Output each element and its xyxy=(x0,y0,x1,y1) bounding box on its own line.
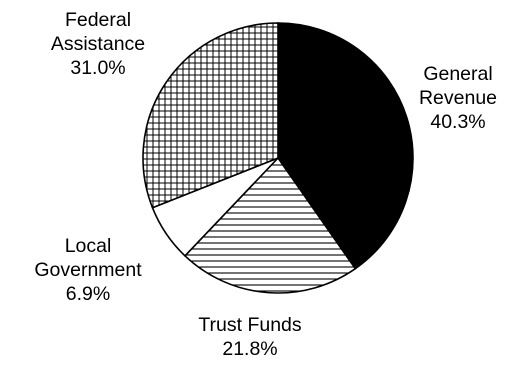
slice-general-revenue xyxy=(277,22,414,270)
slice-category-label: Trust Funds xyxy=(198,314,302,336)
slice-value-label: 6.9% xyxy=(66,283,110,305)
slice-category-label: Local xyxy=(65,235,112,257)
slice-category-label: Revenue xyxy=(419,87,497,109)
slice-value-label: 40.3% xyxy=(430,111,485,133)
slice-value-label: 21.8% xyxy=(222,338,277,360)
slice-category-label: Assistance xyxy=(51,33,145,55)
slice-trust-funds xyxy=(183,156,357,294)
slice-category-label: Federal xyxy=(65,9,131,31)
slice-category-label: Government xyxy=(34,259,142,281)
slice-value-label: 31.0% xyxy=(70,57,125,79)
slice-federal-assistance xyxy=(142,22,279,209)
slice-category-label: General xyxy=(423,63,492,85)
